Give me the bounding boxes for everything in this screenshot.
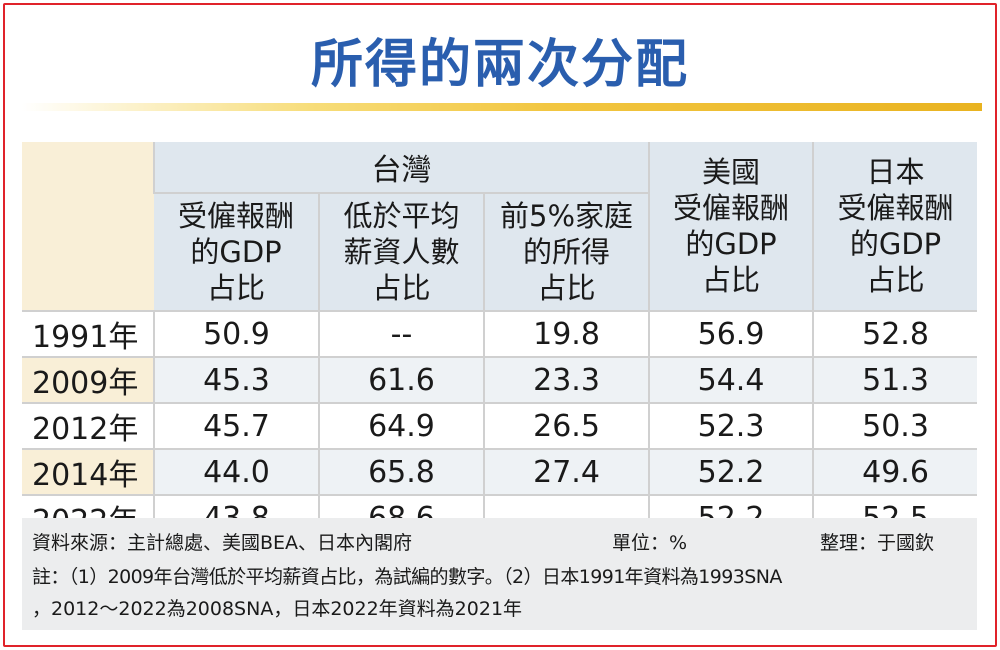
header-tw1-line: 占比 <box>206 271 265 305</box>
header-tw3-line: 前5%家庭 <box>500 199 634 233</box>
note-line-2: ，2012～2022為2008SNA，日本2022年資料為2021年 <box>32 598 523 620</box>
header-jp-line: 占比 <box>866 263 925 297</box>
editor-text: 整理：于國欽 <box>820 532 935 554</box>
cell-value: 64.9 <box>318 402 484 449</box>
row-year: 2009年 <box>22 356 154 403</box>
note-line-1: 註：（1）2009年台灣低於平均薪資占比，為試編的數字。（2）日本1991年資料… <box>32 566 782 588</box>
cell-value: 65.8 <box>318 448 484 495</box>
cell-value: 52.3 <box>648 402 814 449</box>
cell-value: 51.3 <box>812 356 978 403</box>
header-jp-line: 日本 <box>866 155 925 189</box>
header-us-line: 占比 <box>702 263 761 297</box>
unit-text: 單位：% <box>612 532 688 554</box>
cell-value: 26.5 <box>482 402 650 449</box>
header-tw2-line: 低於平均 <box>343 199 460 233</box>
cell-value: 27.4 <box>482 448 650 495</box>
header-tw-below-average: 低於平均 薪資人數 占比 <box>318 192 484 311</box>
row-year: 2014年 <box>22 448 154 495</box>
cell-value: 45.3 <box>153 356 319 403</box>
header-row-1: 台灣 美國 受僱報酬 的GDP 占比 日本 受僱報酬 的GDP 占比 <box>22 142 978 311</box>
row-year: 1991年 <box>22 310 154 357</box>
table-row: 2012年 45.7 64.9 26.5 52.3 50.3 <box>22 402 978 449</box>
cell-value: -- <box>318 310 484 357</box>
header-tw-top5: 前5%家庭 的所得 占比 <box>482 192 650 311</box>
cell-value: 23.3 <box>482 356 650 403</box>
cell-value: 54.4 <box>648 356 814 403</box>
cell-value: 19.8 <box>482 310 650 357</box>
header-us-line: 美國 <box>702 155 761 189</box>
header-group-taiwan: 台灣 <box>152 142 650 193</box>
header-us-line: 的GDP <box>685 227 777 261</box>
cell-value: 52.2 <box>648 448 814 495</box>
header-corner-cell <box>22 142 154 311</box>
header-tw2-line: 薪資人數 <box>343 235 460 269</box>
source-text: 資料來源：主計總處、美國BEA、日本內閣府 <box>32 532 413 554</box>
cell-value: 44.0 <box>153 448 319 495</box>
title-underline <box>22 103 982 111</box>
header-jp-line: 受僱報酬 <box>837 191 954 225</box>
header-tw3-line: 占比 <box>537 271 596 305</box>
cell-value: 50.9 <box>153 310 319 357</box>
header-tw1-line: 受僱報酬 <box>177 199 294 233</box>
chart-title: 所得的兩次分配 <box>310 35 689 95</box>
header-us-line: 受僱報酬 <box>673 191 790 225</box>
header-us: 美國 受僱報酬 的GDP 占比 <box>648 142 814 311</box>
cell-value: 56.9 <box>648 310 814 357</box>
cell-value: 61.6 <box>318 356 484 403</box>
header-tw3-line: 的所得 <box>523 235 611 269</box>
table-row: 2009年 45.3 61.6 23.3 54.4 51.3 <box>22 356 978 403</box>
cell-value: 52.8 <box>812 310 978 357</box>
header-row-2: 受僱報酬 的GDP 占比 低於平均 薪資人數 占比 前5%家庭 的所得 占比 <box>22 192 977 311</box>
table-row: 1991年 50.9 -- 19.8 56.9 52.8 <box>22 310 978 357</box>
row-year: 2012年 <box>22 402 154 449</box>
header-tw1-line: 的GDP <box>190 235 282 269</box>
header-tw-compensation: 受僱報酬 的GDP 占比 <box>154 192 319 311</box>
header-japan: 日本 受僱報酬 的GDP 占比 <box>812 142 978 311</box>
footnote-box: 資料來源：主計總處、美國BEA、日本內閣府 單位：% 整理：于國欽 註：（1）2… <box>22 518 977 630</box>
header-tw2-line: 占比 <box>372 271 431 305</box>
header-jp-line: 的GDP <box>849 227 942 261</box>
data-table: 台灣 美國 受僱報酬 的GDP 占比 日本 受僱報酬 的GDP 占比 受僱報酬 … <box>22 142 978 540</box>
cell-value: 49.6 <box>812 448 978 495</box>
cell-value: 45.7 <box>153 402 319 449</box>
cell-value: 50.3 <box>812 402 978 449</box>
table-row: 2014年 44.0 65.8 27.4 52.2 49.6 <box>22 448 978 495</box>
